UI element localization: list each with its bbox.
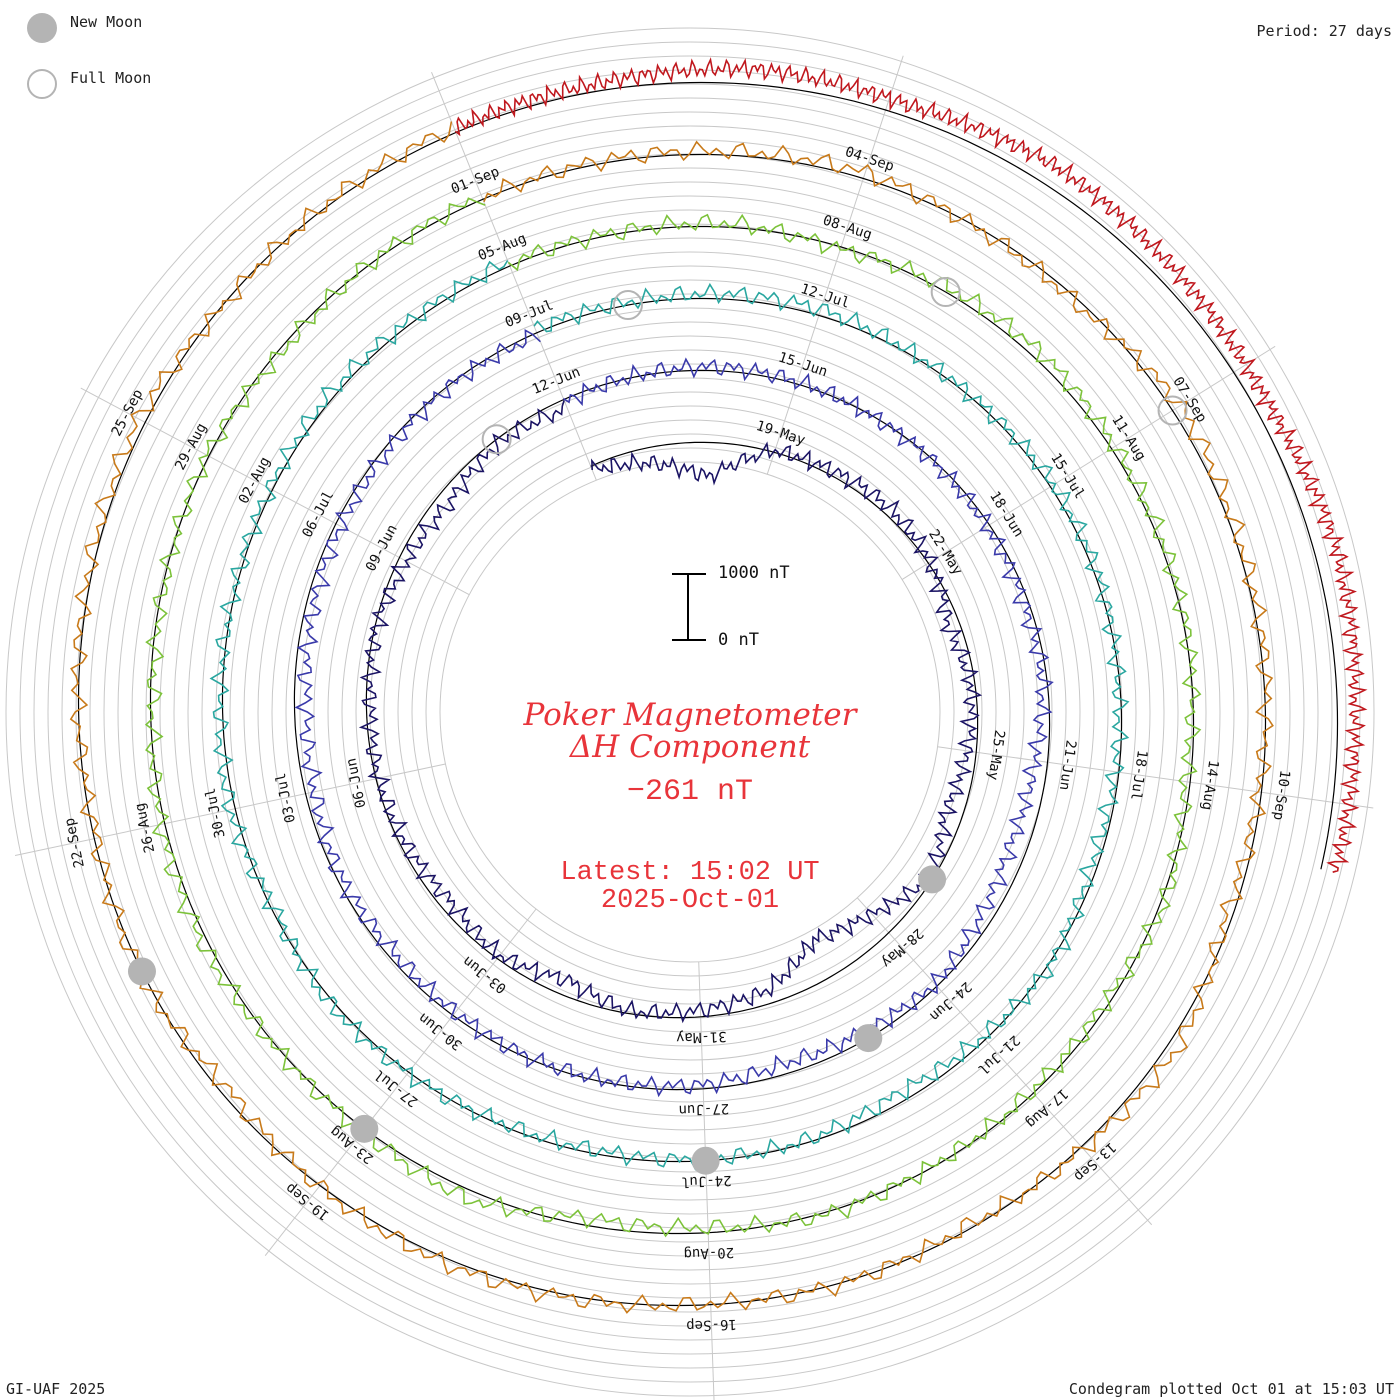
date-label: 27-Jun [678,1100,729,1118]
radial-spoke [901,345,1276,580]
date-label: 30-Jun [416,1009,466,1053]
radial-spoke [766,55,904,475]
date-label: 30-Jul [203,786,229,839]
grid-ring [173,195,1207,1229]
grid-ring [369,391,1011,1033]
scale-bar [672,573,706,641]
grid-ring [397,419,983,1005]
chart-subtitle: ΔH Component [569,729,811,765]
radial-spoke [856,897,1153,1226]
date-label: 25-May [984,729,1007,781]
date-label: 12-Jun [530,364,583,398]
series-line [144,197,1202,1238]
new-moon-legend-icon [27,13,57,43]
latest-time: Latest: 15:02 UT [560,858,820,888]
baselines [77,81,1339,1307]
series-line [209,260,1130,1171]
footer-credit: GI-UAF 2025 [6,1380,106,1398]
grid-ring [145,167,1235,1257]
date-label: 03-Jun [460,953,510,997]
date-label: 31-May [676,1028,727,1046]
date-label: 18-Jul [1127,749,1150,801]
period-label: Period: 27 days [1256,22,1392,40]
series-line [358,400,983,1024]
new-moon-marker [127,957,156,986]
date-label: 10-Sep [1270,769,1293,821]
date-label: 20-Aug [683,1244,734,1262]
grid-ring [19,41,1361,1383]
new-moon-marker [918,865,947,894]
grid-ring [33,55,1347,1369]
date-label: 12-Jul [799,281,852,312]
full-moon-marker [930,277,961,308]
grid-ring [271,293,1109,1131]
radial-spoke [14,763,446,856]
full-moon-legend-icon [27,69,57,99]
date-label: 21-Jun [1056,739,1079,791]
full-moon-marker [481,424,512,455]
date-label: 01-Sep [449,164,502,198]
grid-ring [285,307,1095,1117]
grid-ring [89,111,1291,1313]
scale-bottom-label: 0 nT [718,630,759,650]
grid-ring [355,377,1025,1047]
grid-ring [299,321,1081,1103]
full-moon-marker [1157,395,1188,426]
grid-ring [425,447,955,977]
latest-date: 2025-Oct-01 [600,886,780,916]
series-line [454,57,1368,873]
chart-title: Poker Magnetometer [523,697,857,733]
new-moon-marker [350,1114,379,1143]
grid-ring [341,363,1039,1061]
series-layer [69,57,1368,1314]
footer-plotted: Condegram plotted Oct 01 at 15:03 UT [1068,1380,1394,1398]
grid-ring [61,83,1319,1341]
baseline-spiral [77,81,1339,1307]
grid-ring [243,265,1137,1159]
new-moon-legend-label: New Moon [70,13,143,31]
date-label: 11-Aug [1108,412,1148,463]
new-moon-marker [691,1146,720,1175]
grid-ring [229,251,1151,1173]
grid-ring [313,335,1067,1089]
grid-ring [201,223,1179,1201]
date-label: 19-Sep [283,1179,333,1223]
grid-ring [159,181,1221,1243]
full-moon-marker [612,290,643,321]
grid-ring [215,237,1165,1187]
grid-ring [439,461,941,963]
radial-spoke [264,908,537,1257]
date-label: 06-Jun [343,757,369,810]
date-label: 14-Aug [1198,759,1221,811]
full-moon-legend-label: Full Moon [70,69,152,87]
date-label: 07-Sep [1169,374,1209,425]
series-line [69,121,1274,1314]
grid-ring [117,139,1263,1285]
scale-top-label: 1000 nT [718,563,790,583]
date-label: 15-Jul [1047,450,1087,501]
date-label: 24-Jun [926,978,974,1024]
series-line [294,329,1054,1098]
current-value: −261 nT [626,775,754,809]
moon-markers [127,277,1188,1175]
new-moon-marker [854,1024,883,1053]
grid-ring [187,209,1193,1215]
date-label: 19-May [754,418,807,449]
date-label: 04-Sep [843,144,896,175]
date-label: 24-Jul [681,1172,732,1190]
grid-ring [411,433,969,991]
date-label: 08-Aug [821,212,874,243]
radial-spoke [431,72,597,481]
radial-spoke [698,961,715,1400]
radial-spokes [14,55,1374,1400]
date-label: 16-Sep [686,1316,737,1334]
grid-ring [5,27,1375,1397]
radial-spoke [937,746,1374,809]
